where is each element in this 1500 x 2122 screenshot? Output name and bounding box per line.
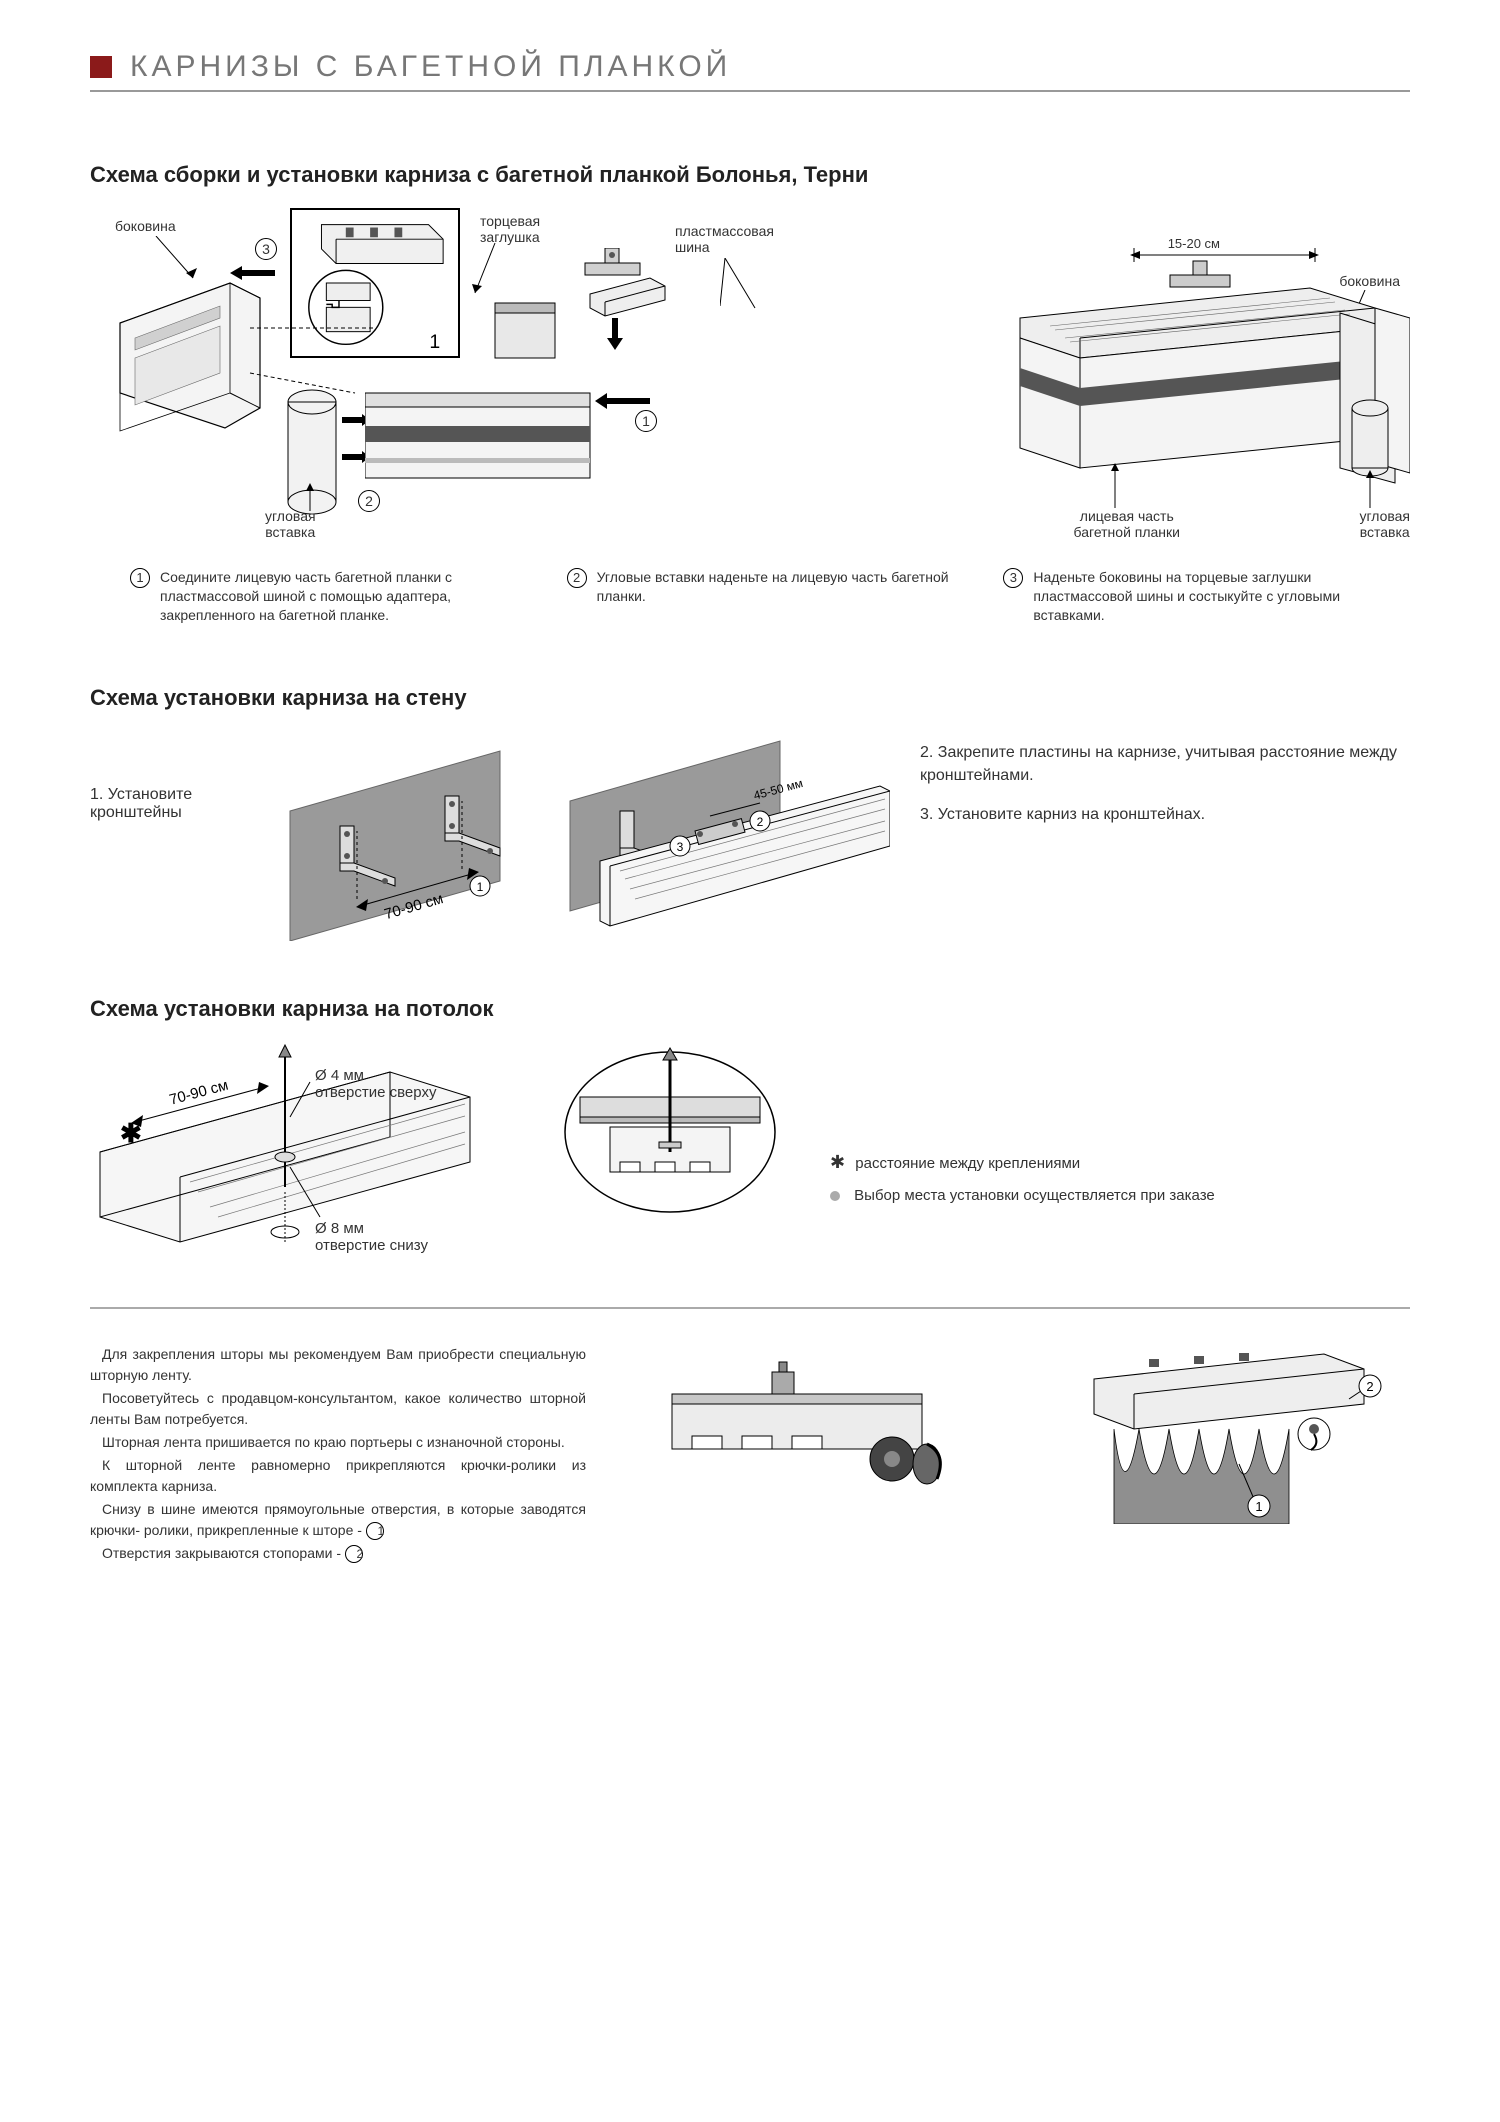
svg-text:1: 1: [429, 331, 440, 353]
section2-title: Схема установки карниза на стену: [90, 685, 1410, 711]
wall-step-2: 2. Закрепите пластины на карнизе, учитыв…: [920, 741, 1410, 787]
ceiling-notes: ✱ расстояние между креплениями Выбор мес…: [830, 1042, 1410, 1204]
step-text: Угловые вставки наденьте на лицевую част…: [597, 568, 954, 625]
assembly-step-1-marker: 1: [635, 410, 657, 432]
assembly-diagram: боковина 3: [90, 208, 1410, 538]
footer-circ-2: 2: [345, 1545, 363, 1563]
header-accent-square: [90, 56, 112, 78]
wall-steps-2-3: 2. Закрепите пластины на карнизе, учитыв…: [920, 731, 1410, 843]
star-note: расстояние между креплениями: [855, 1155, 1080, 1172]
mid-rail: [365, 388, 595, 488]
leader-line: [300, 483, 320, 513]
assembly-step-3-marker: 3: [255, 238, 277, 260]
wall-step-1-text: 1. Установите кронштейны: [90, 731, 240, 822]
svg-text:1: 1: [477, 880, 484, 894]
label-ugl-vstavka-r: угловая вставка: [1359, 508, 1410, 540]
leader-line: [1105, 463, 1125, 511]
label-plast-shina: пластмассовая шина: [675, 223, 774, 255]
leader-line: [1360, 470, 1380, 510]
label-lic-chast: лицевая часть багетной планки: [1074, 508, 1180, 540]
step-2: 2 Угловые вставки наденьте на лицевую ча…: [567, 568, 954, 625]
dashed-connector: [245, 318, 385, 398]
svg-text:1: 1: [1255, 1499, 1262, 1514]
svg-text:2: 2: [1366, 1379, 1373, 1394]
footer-p3: Шторная лента пришивается по краю портье…: [90, 1432, 586, 1453]
separator: [90, 1307, 1410, 1309]
footer-p1: Для закрепления шторы мы рекомендуем Вам…: [90, 1344, 586, 1386]
step-number: 2: [567, 568, 587, 588]
label-bokovina-left: боковина: [115, 218, 176, 234]
ceiling-mount-diagram: ✱ 70-90 см Ø 4 мм отверстие сверху Ø 8 м…: [90, 1042, 510, 1272]
page-header: КАРНИЗЫ С БАГЕТНОЙ ПЛАНКОЙ: [90, 50, 1410, 92]
wall-step-3: 3. Установите карниз на кронштейнах.: [920, 803, 1410, 826]
footer-p5: Снизу в шине имеются прямоугольные отвер…: [90, 1499, 586, 1541]
section3-title: Схема установки карниза на потолок: [90, 996, 1410, 1022]
bullet-note: Выбор места установки осуществляется при…: [854, 1187, 1215, 1204]
footer-p6: Отверстия закрываются стопорами - 2: [90, 1543, 586, 1564]
endcap-bracket: [490, 248, 670, 378]
svg-text:70-90 см: 70-90 см: [167, 1076, 230, 1108]
assembled-cornice: [980, 258, 1410, 508]
step-1: 1 Соедините лицевую часть багетной планк…: [130, 568, 517, 625]
leader-line: [720, 258, 760, 313]
section1-title: Схема сборки и установки карниза с багет…: [90, 162, 1410, 188]
ceiling-detail-circle: [555, 1042, 785, 1222]
footer-diagram-curtain: 1 2: [1038, 1344, 1410, 1524]
footer-circ-1: 1: [366, 1522, 384, 1540]
svg-text:2: 2: [757, 815, 764, 829]
footer-p4: К шторной ленте равномерно прикрепляются…: [90, 1455, 586, 1497]
svg-text:3: 3: [677, 840, 684, 854]
step-text: Соедините лицевую часть багетной планки …: [160, 568, 517, 625]
label-hole-top: Ø 4 мм отверстие сверху: [315, 1067, 436, 1101]
assembly-step-2-marker: 2: [358, 490, 380, 512]
step-3: 3 Наденьте боковины на торцевые заглушки…: [1003, 568, 1390, 625]
wall-mount-diagram: 70-90 см 1: [270, 731, 890, 941]
step-text: Наденьте боковины на торцевые заглушки п…: [1033, 568, 1390, 625]
step-number: 3: [1003, 568, 1023, 588]
label-hole-bot: Ø 8 мм отверстие снизу: [315, 1220, 428, 1254]
bullet-icon: [830, 1191, 840, 1201]
star-icon: ✱: [830, 1152, 845, 1172]
step-number: 1: [130, 568, 150, 588]
assembly-steps: 1 Соедините лицевую часть багетной планк…: [130, 568, 1390, 625]
footer-diagram-hooks: [626, 1344, 998, 1524]
footer-text: Для закрепления шторы мы рекомендуем Вам…: [90, 1344, 586, 1566]
header-title: КАРНИЗЫ С БАГЕТНОЙ ПЛАНКОЙ: [130, 50, 731, 84]
footer-p2: Посоветуйтесь с продавцом-консультантом,…: [90, 1388, 586, 1430]
